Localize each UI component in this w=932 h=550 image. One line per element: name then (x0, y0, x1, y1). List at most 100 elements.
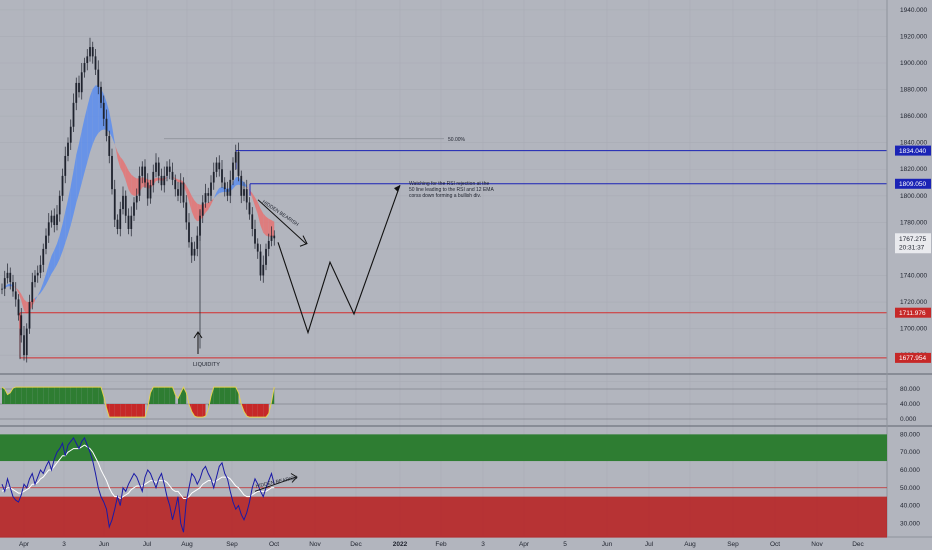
candle-body (196, 235, 199, 249)
countdown-label: 20:31:37 (899, 244, 925, 251)
candle-body (1, 288, 3, 290)
time-axis: Apr 3 Jun Jul Aug Sep Oct Nov Dec 2022 Feb 3 Apr 5 Jun… (19, 541, 865, 548)
rsi-oversold-zone (0, 496, 887, 538)
candle-body (102, 102, 105, 119)
candle-body (171, 171, 174, 180)
price-tag-label: 1711.976 (899, 310, 926, 317)
oscillator-fill-segment (216, 387, 220, 404)
time-axis-tick: 3 (62, 541, 66, 548)
candle-body (155, 162, 157, 172)
ribbon-segment-bearish (18, 290, 22, 301)
candle-body (245, 189, 248, 203)
oscillator-fill-segment (54, 387, 57, 404)
oscillator-fill-segment (79, 387, 82, 404)
candle-body (119, 209, 122, 229)
time-axis-tick: Apr (19, 541, 30, 548)
ribbon-segment-bearish (15, 287, 19, 293)
candle-body (251, 214, 254, 229)
oscillator-fill-segment (101, 387, 104, 404)
candle-body (204, 193, 207, 203)
ribbon-segment-bullish (57, 234, 60, 265)
oscillator-axis-tick: 0.000 (900, 416, 917, 423)
time-axis-tick: 3 (481, 541, 485, 548)
candle-body (17, 299, 20, 316)
price-axis-tick: 1800.000 (900, 193, 927, 200)
rsi-axis-tick: 30.000 (900, 520, 920, 527)
oscillator-fill-segment (81, 387, 85, 404)
oscillator-fill-segment (46, 387, 49, 404)
ribbon-segment-bullish (48, 255, 52, 280)
candle-body (193, 248, 196, 256)
ribbon-segment-bearish (117, 151, 121, 168)
current-price-tag (895, 233, 931, 254)
candle-body (267, 240, 270, 249)
candle-body (86, 56, 89, 63)
rsi-axis-tick: 70.000 (900, 449, 920, 456)
candle-body (130, 215, 133, 229)
candle-body (78, 82, 80, 93)
candle-body (270, 235, 273, 241)
candle-body (9, 272, 12, 283)
analysis-note-line: corss down forming a bullish div. (409, 193, 481, 199)
ribbon-segment-bearish (134, 176, 137, 196)
ribbon-segment-bullish (109, 111, 112, 138)
candles (1, 37, 276, 363)
oscillator-fill-segment (178, 392, 181, 404)
candle-body (124, 195, 127, 216)
oscillator-fill-segment (125, 404, 129, 418)
oscillator-fill-segment (117, 404, 121, 418)
oscillator-fill-segment (131, 404, 134, 418)
candle-body (75, 82, 78, 103)
oscillator-fill-segment (213, 387, 217, 404)
candle-body (6, 272, 9, 279)
price-axis-tick: 1780.000 (900, 219, 927, 226)
candle-body (226, 189, 229, 196)
rsi-axis-tick: 80.000 (900, 431, 920, 438)
candle-body (61, 175, 64, 196)
oscillator-fill-segment (84, 387, 88, 404)
candle-body (14, 291, 17, 300)
time-axis-tick: Jun (602, 541, 613, 548)
candle-body (53, 215, 56, 226)
analysis-note-line: Watching for the RSI rejection at the (409, 181, 489, 187)
oscillator-fill-segment (191, 404, 195, 416)
ribbon-segment-bearish (178, 179, 181, 183)
candle-body (215, 162, 218, 172)
candle-body (28, 302, 31, 329)
oscillator-fill-segment (158, 387, 162, 404)
candle-body (113, 189, 116, 220)
ribbon-segment-bearish (156, 177, 159, 182)
candle-body (94, 56, 97, 70)
hidden-bearish-arrow (257, 199, 307, 244)
ribbon-segment-bullish (233, 177, 236, 189)
candle-body (12, 282, 14, 292)
oscillator-fill-segment (13, 387, 16, 404)
price-axis-tick: 1920.000 (900, 33, 927, 40)
oscillator-fill-segment (98, 387, 101, 404)
price-axis: 1680.0001700.0001720.0001740.0001760.000… (895, 7, 931, 527)
oscillator-fill-segment (169, 387, 173, 404)
ribbon-segment-bullish (167, 176, 170, 178)
time-axis-tick: Jun (99, 541, 110, 548)
time-axis-tick: Aug (181, 541, 193, 548)
candle-body (265, 248, 267, 265)
ribbon-segment-bullish (46, 264, 49, 285)
candle-body (64, 155, 67, 176)
oscillator-fill-segment (136, 404, 140, 418)
candle-body (166, 166, 168, 176)
candle-body (144, 166, 146, 183)
candle-body (273, 235, 276, 239)
ribbon-segment-bearish (114, 142, 118, 159)
rsi-axis-tick: 40.000 (900, 503, 920, 510)
time-axis-tick: Sep (226, 541, 238, 548)
candle-body (149, 185, 152, 199)
candle-body (177, 189, 179, 196)
candle-body (56, 214, 58, 226)
oscillator-fill-segment (252, 404, 255, 418)
ribbon-segment-bullish (219, 187, 222, 194)
candle-body (42, 248, 45, 265)
oscillator-fill-segment (114, 404, 118, 418)
oscillator-fill-segment (249, 404, 253, 418)
